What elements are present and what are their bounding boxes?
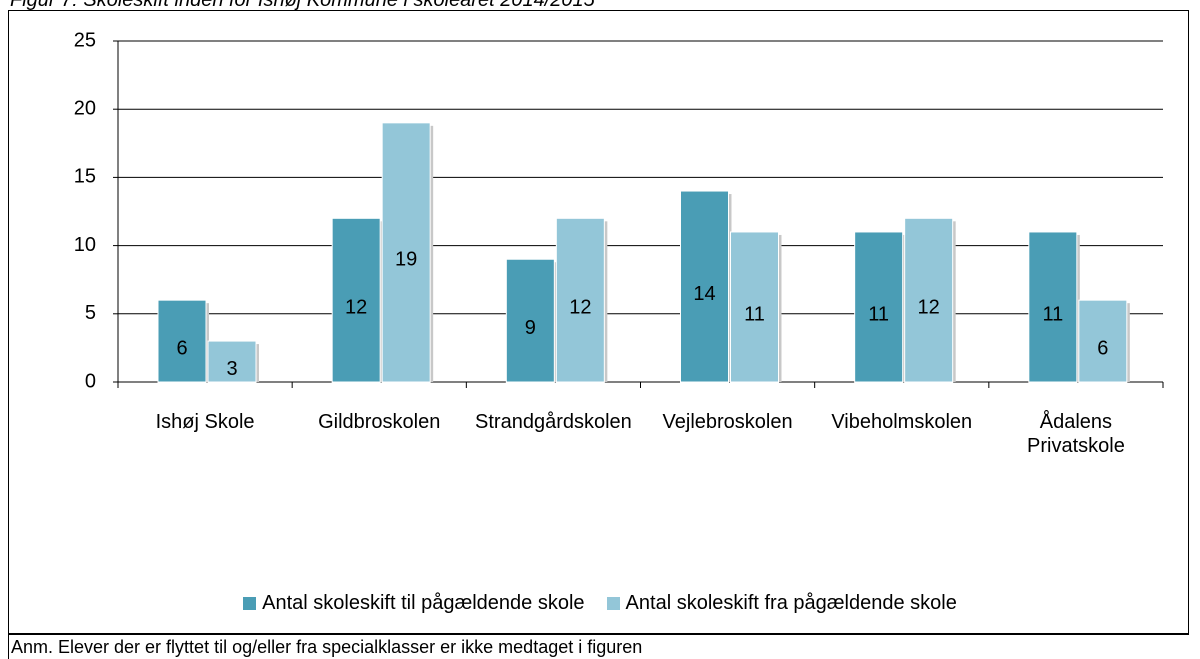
bar <box>555 217 605 383</box>
y-tick-label: 5 <box>85 302 96 324</box>
bar <box>854 231 904 383</box>
bar <box>730 231 779 383</box>
bar <box>1078 299 1128 383</box>
data-label: 3 <box>226 358 237 380</box>
data-label: 12 <box>345 296 367 318</box>
data-label: 11 <box>744 303 765 325</box>
bar <box>331 217 381 383</box>
bar <box>680 190 729 383</box>
data-label: 14 <box>693 283 715 305</box>
chart-frame <box>8 10 1189 634</box>
y-tick-label: 0 <box>85 370 96 392</box>
y-tick-label: 10 <box>74 234 96 256</box>
x-tick-label: Vejlebroskolen <box>662 411 793 433</box>
legend-label: Antal skoleskift til pågældende skole <box>262 592 585 614</box>
legend-item: Antal skoleskift fra pågældende skole <box>606 592 957 615</box>
legend-swatch <box>243 597 257 610</box>
bar <box>157 299 207 383</box>
chart-title: Figur 7: Skoleskift inden for Ishøj Komm… <box>10 0 595 11</box>
bar <box>1028 231 1078 383</box>
data-label: 6 <box>1097 337 1108 359</box>
bar <box>207 340 257 383</box>
bar <box>505 258 555 383</box>
data-label: 12 <box>918 296 940 318</box>
x-tick-label: Vibeholmskolen <box>831 411 973 433</box>
y-tick-label: 15 <box>74 166 96 188</box>
data-label: 12 <box>569 296 591 318</box>
y-tick-label: 20 <box>74 97 96 119</box>
data-label: 19 <box>395 249 417 271</box>
data-label: 9 <box>525 317 536 339</box>
legend-swatch <box>606 597 620 610</box>
y-tick-label: 25 <box>74 29 96 51</box>
legend: Antal skoleskift til pågældende skole Ant… <box>0 592 1200 615</box>
bar <box>381 122 431 383</box>
legend-label: Antal skoleskift fra pågældende skole <box>625 592 957 614</box>
x-tick-label: Gildbroskolen <box>318 411 441 433</box>
legend-item: Antal skoleskift til pågældende skole <box>243 592 585 615</box>
x-tick-label: Ishøj Skole <box>155 411 255 433</box>
data-label: 11 <box>868 303 889 325</box>
x-tick-label: Strandgårdskolen <box>475 411 632 433</box>
x-tick-label: Ådalens Privatskole <box>1027 411 1125 457</box>
bar <box>904 217 954 383</box>
data-label: 11 <box>1042 303 1063 325</box>
footnote: Anm. Elever der er flyttet til og/eller … <box>8 634 1189 659</box>
data-label: 6 <box>176 337 187 359</box>
